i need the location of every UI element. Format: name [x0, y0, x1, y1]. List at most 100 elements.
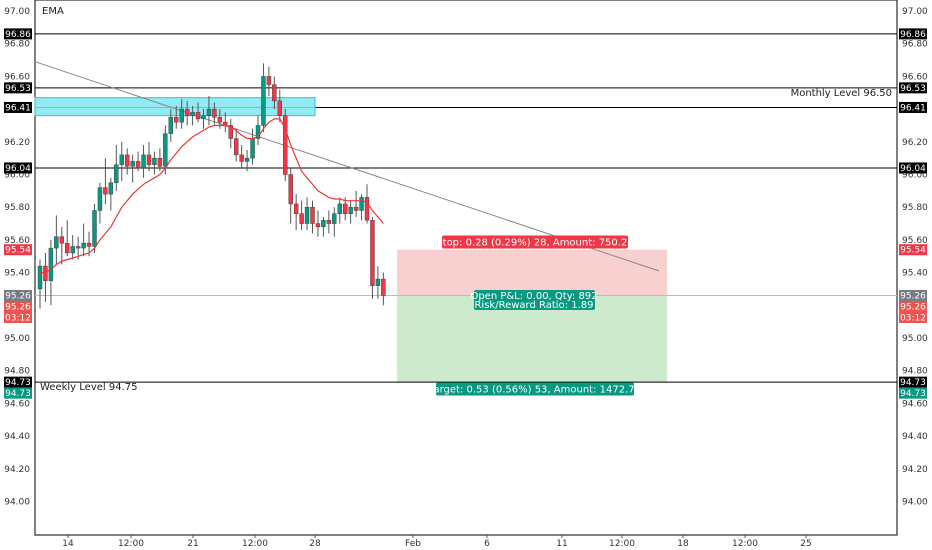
x-tick-label: 14 — [62, 539, 74, 549]
candle-body — [212, 108, 217, 118]
candle-body — [266, 76, 272, 85]
y-tick-left: 95.00 — [4, 334, 30, 344]
y-tick-right: 96.80 — [902, 40, 928, 50]
left-badge: 95.26 — [5, 302, 31, 312]
candle-body — [146, 154, 152, 165]
y-tick-left: 95.40 — [4, 269, 30, 279]
x-tick-label: 12:00 — [242, 539, 268, 549]
right-badge-bg — [899, 387, 927, 399]
candle-body — [370, 220, 375, 286]
y-tick-right: 97.00 — [902, 7, 928, 17]
candle-body — [348, 206, 353, 214]
right-badge: 96.04 — [900, 164, 926, 174]
candle-body — [304, 206, 310, 224]
candle-body — [81, 242, 86, 249]
candle-body — [343, 203, 348, 214]
y-tick-right: 94.20 — [902, 465, 928, 475]
y-axis-left[interactable]: 94.0094.2094.4094.6094.8095.0095.2095.40… — [4, 7, 32, 508]
left-badge: 96.53 — [5, 84, 31, 94]
candle-body — [135, 161, 141, 169]
y-tick-left: 94.40 — [4, 432, 30, 442]
position-labels: Stop: 0.28 (0.29%) 28, Amount: 750.24 Ope… — [428, 235, 641, 396]
stop-zone[interactable] — [397, 249, 667, 296]
stop-label-bg — [442, 235, 628, 249]
right-badge: 95.26 — [900, 291, 926, 301]
candle-body — [184, 108, 190, 116]
candle-body — [37, 265, 43, 290]
candle-body — [353, 206, 359, 211]
right-badge-bg — [899, 376, 927, 388]
right-badge: 96.86 — [900, 30, 926, 40]
y-tick-right: 96.00 — [902, 171, 928, 181]
candle-body — [124, 154, 130, 167]
stop-label: Stop: 0.28 (0.29%) 28, Amount: 750.24 — [436, 238, 633, 249]
left-badge-bg — [4, 300, 32, 312]
candle-body — [272, 84, 277, 102]
x-tick-label: 25 — [800, 539, 811, 549]
left-badge-bg — [4, 311, 32, 323]
target-label: Target: 0.53 (0.56%) 53, Amount: 1472.76 — [428, 385, 641, 396]
candle-body — [179, 108, 184, 123]
candle-body — [130, 161, 135, 167]
x-tick-label: 21 — [187, 539, 198, 549]
candle-body — [288, 174, 293, 205]
candle-body — [119, 154, 124, 165]
target-label-bg — [436, 382, 634, 396]
candle-body — [152, 157, 157, 165]
zone-rect[interactable] — [34, 97, 316, 117]
candle-body — [92, 210, 97, 247]
y-tick-left: 94.60 — [4, 399, 30, 409]
left-badge: 03:12 — [5, 313, 31, 323]
candle-body — [103, 187, 108, 195]
candle-body — [59, 236, 64, 244]
candle-body — [157, 157, 163, 167]
supply-zone[interactable] — [34, 97, 316, 117]
right-badge: 96.41 — [900, 103, 926, 113]
right-badge: 03:12 — [900, 313, 926, 323]
y-axis-right[interactable]: 94.0094.2094.4094.6094.8095.0095.2095.40… — [899, 7, 928, 508]
candle-body — [381, 278, 386, 296]
right-badge: 96.53 — [900, 84, 926, 94]
candle-body — [283, 115, 288, 175]
candle-body — [195, 112, 201, 120]
x-tick-label: Feb — [405, 539, 421, 549]
monthly-level-annotation: Monthly Level 96.50 — [791, 88, 892, 99]
candles — [37, 63, 386, 309]
y-tick-right: 96.20 — [902, 138, 928, 148]
left-badge: 94.73 — [5, 378, 31, 388]
left-badge: 95.26 — [5, 291, 31, 301]
candle-body — [244, 157, 250, 162]
left-badge-bg — [4, 101, 32, 113]
x-axis[interactable]: 14 12:00 21 12:00 28 Feb 6 11 12:00 18 12:00 25 — [62, 535, 812, 549]
x-tick-label: 12:00 — [732, 539, 758, 549]
y-tick-right: 95.40 — [902, 269, 928, 279]
left-badge: 96.04 — [5, 164, 31, 174]
candle-body — [190, 112, 195, 116]
y-tick-left: 97.00 — [4, 7, 30, 17]
candle-body — [239, 154, 244, 162]
open-rr-label-bg — [474, 290, 595, 310]
y-tick-left: 94.00 — [4, 498, 30, 508]
y-tick-left: 96.20 — [4, 138, 30, 148]
y-tick-left: 94.20 — [4, 465, 30, 475]
candle-body — [255, 125, 261, 139]
candle-body — [359, 197, 364, 211]
right-badge-bg — [899, 82, 927, 94]
right-badge-bg — [899, 162, 927, 174]
candle-body — [70, 246, 75, 254]
right-badge: 94.73 — [900, 378, 926, 388]
right-badge-bg — [899, 101, 927, 113]
x-tick-label: 6 — [484, 539, 490, 549]
candle-body — [201, 115, 206, 120]
right-badge: 95.26 — [900, 302, 926, 312]
x-tick-label: 12:00 — [609, 539, 635, 549]
y-tick-right: 95.60 — [902, 236, 928, 246]
candle-body — [163, 133, 168, 167]
y-tick-left: 94.80 — [4, 367, 30, 377]
y-tick-left: 96.80 — [4, 40, 30, 50]
left-badge-bg — [4, 289, 32, 301]
candle-body — [233, 138, 239, 156]
candle-body — [310, 206, 315, 224]
candle-body — [168, 117, 174, 134]
